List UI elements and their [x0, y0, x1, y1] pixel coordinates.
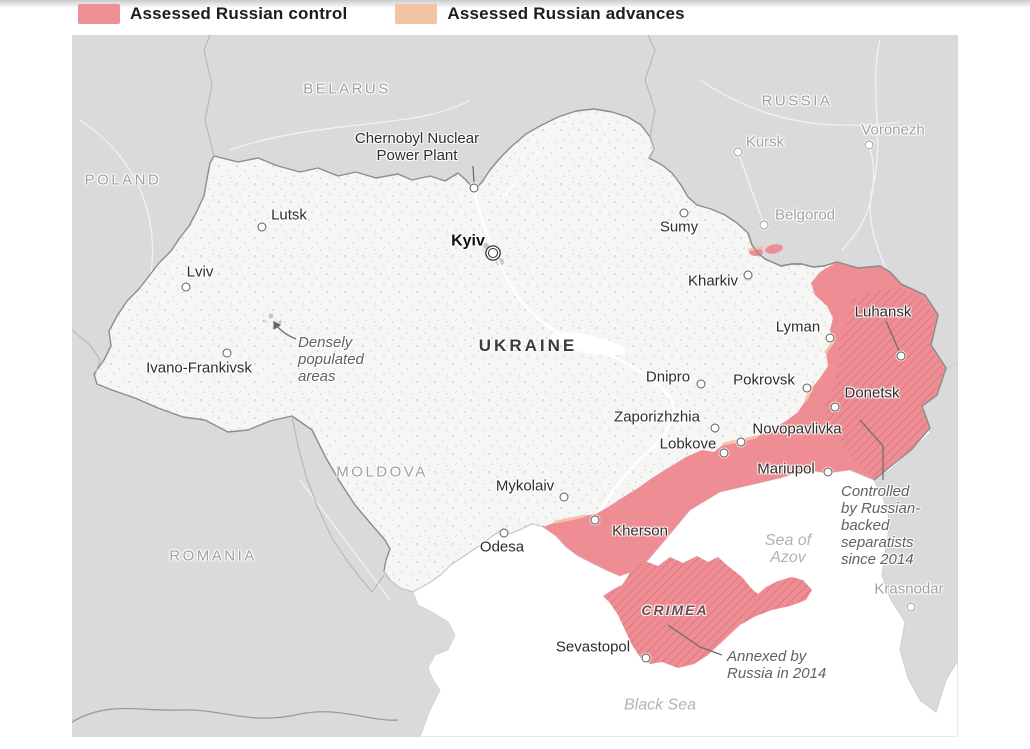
leader-lines	[273, 165, 900, 656]
neighbor-borders	[72, 35, 656, 593]
legend-swatch	[78, 4, 120, 24]
legend-swatch	[395, 4, 438, 24]
ukraine-russia-border	[747, 232, 947, 481]
top-shadow	[0, 0, 1030, 8]
roads	[79, 39, 901, 601]
legend-label: Assessed Russian advances	[447, 4, 685, 23]
russian-control-patch	[765, 244, 783, 254]
legend: Assessed Russian control Assessed Russian…	[78, 4, 715, 24]
romania-bulgaria-border	[72, 707, 399, 723]
russian-advance-edges	[554, 245, 835, 524]
legend-item: Assessed Russian control	[78, 4, 347, 24]
donbas-hatch	[824, 288, 944, 478]
crimea-hatch	[603, 556, 812, 668]
legend-label: Assessed Russian control	[130, 4, 348, 23]
legend-item: Assessed Russian advances	[395, 4, 685, 24]
